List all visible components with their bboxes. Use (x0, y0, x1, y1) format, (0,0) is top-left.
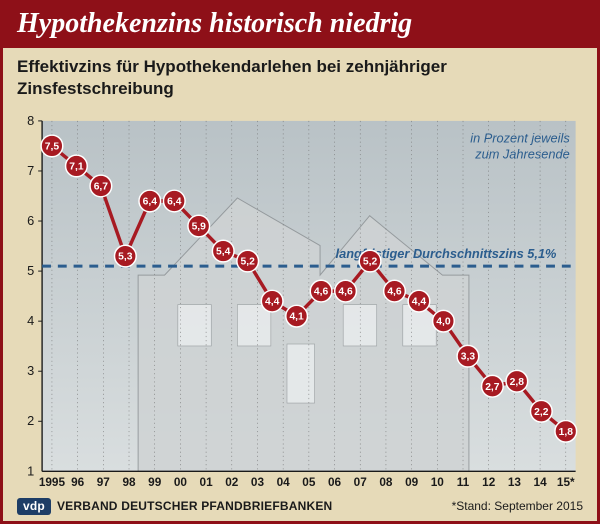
footer: vdp VERBAND DEUTSCHER PFANDBRIEFBANKEN *… (17, 496, 583, 516)
svg-text:4,0: 4,0 (436, 317, 451, 328)
svg-text:7,1: 7,1 (69, 162, 84, 173)
svg-text:1: 1 (27, 463, 34, 478)
svg-text:4,4: 4,4 (265, 297, 280, 308)
svg-text:5: 5 (27, 263, 34, 278)
panel-subtitle: Effektivzins für Hypothekendarlehen bei … (3, 48, 597, 105)
svg-text:7: 7 (27, 163, 34, 178)
line-chart: 1234567819959697989900010203040506070809… (17, 115, 583, 493)
svg-text:1995: 1995 (39, 475, 66, 489)
svg-text:97: 97 (97, 475, 111, 489)
svg-text:96: 96 (71, 475, 85, 489)
svg-text:09: 09 (405, 475, 419, 489)
svg-text:5,9: 5,9 (192, 222, 207, 233)
infographic-root: Hypothekenzins historisch niedrig Effekt… (0, 0, 600, 524)
svg-text:02: 02 (225, 475, 239, 489)
svg-text:6,4: 6,4 (143, 197, 158, 208)
svg-text:6,4: 6,4 (167, 197, 182, 208)
footnote: *Stand: September 2015 (452, 499, 583, 513)
svg-text:4,6: 4,6 (338, 287, 353, 298)
svg-text:98: 98 (122, 475, 136, 489)
source-text: VERBAND DEUTSCHER PFANDBRIEFBANKEN (57, 499, 332, 513)
svg-text:2,8: 2,8 (510, 377, 525, 388)
svg-text:5,2: 5,2 (241, 257, 256, 268)
svg-text:zum Jahresende: zum Jahresende (474, 146, 570, 161)
svg-text:1,8: 1,8 (559, 427, 574, 438)
svg-text:01: 01 (200, 475, 214, 489)
svg-text:12: 12 (482, 475, 496, 489)
svg-text:6: 6 (27, 213, 34, 228)
svg-text:15*: 15* (557, 475, 575, 489)
svg-text:03: 03 (251, 475, 265, 489)
source: vdp VERBAND DEUTSCHER PFANDBRIEFBANKEN (17, 498, 332, 515)
svg-text:2,2: 2,2 (534, 407, 549, 418)
svg-text:2,7: 2,7 (485, 382, 500, 393)
svg-text:5,4: 5,4 (216, 247, 231, 258)
svg-text:04: 04 (277, 475, 291, 489)
svg-text:14: 14 (534, 475, 548, 489)
svg-text:7,5: 7,5 (45, 141, 60, 152)
svg-text:5,3: 5,3 (118, 252, 133, 263)
svg-text:11: 11 (457, 475, 470, 489)
svg-text:2: 2 (27, 413, 34, 428)
svg-text:3,3: 3,3 (461, 352, 476, 363)
svg-text:6,7: 6,7 (94, 182, 109, 193)
svg-text:08: 08 (379, 475, 393, 489)
svg-text:4: 4 (27, 313, 34, 328)
svg-text:8: 8 (27, 115, 34, 128)
svg-text:99: 99 (148, 475, 162, 489)
svg-text:4,1: 4,1 (289, 312, 304, 323)
svg-text:in Prozent jeweils: in Prozent jeweils (470, 131, 570, 146)
svg-text:5,2: 5,2 (363, 257, 378, 268)
svg-text:06: 06 (328, 475, 342, 489)
svg-text:3: 3 (27, 363, 34, 378)
svg-text:05: 05 (302, 475, 316, 489)
svg-text:4,4: 4,4 (412, 297, 427, 308)
panel-title: Hypothekenzins historisch niedrig (3, 3, 597, 48)
svg-text:4,6: 4,6 (387, 287, 402, 298)
chart-area: 1234567819959697989900010203040506070809… (17, 115, 583, 493)
svg-text:10: 10 (431, 475, 445, 489)
svg-text:00: 00 (174, 475, 188, 489)
source-badge: vdp (17, 498, 51, 515)
svg-text:4,6: 4,6 (314, 287, 329, 298)
svg-text:07: 07 (354, 475, 368, 489)
svg-text:13: 13 (508, 475, 522, 489)
